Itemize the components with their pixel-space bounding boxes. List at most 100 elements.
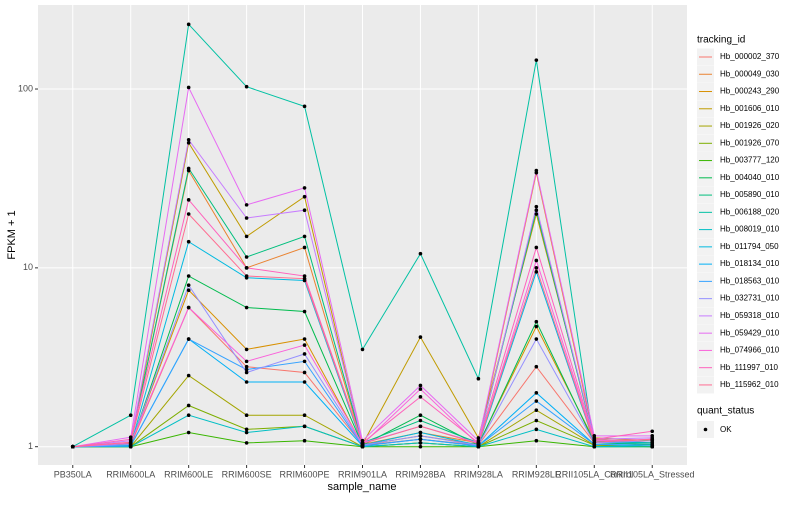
data-point xyxy=(418,251,423,256)
data-point xyxy=(534,212,539,216)
data-point xyxy=(534,418,539,423)
data-point xyxy=(186,288,191,292)
data-point xyxy=(302,352,307,356)
data-point xyxy=(186,337,191,341)
data-point xyxy=(244,266,249,270)
data-point xyxy=(244,347,249,352)
data-point xyxy=(302,438,307,443)
data-point xyxy=(244,216,249,220)
data-point xyxy=(244,255,249,259)
data-point xyxy=(650,434,655,438)
legend-point xyxy=(703,427,708,432)
data-point xyxy=(302,104,307,109)
x-tick-label: RRII105LA_Stressed xyxy=(610,469,695,479)
data-point xyxy=(128,437,133,442)
data-point xyxy=(128,440,133,444)
data-point xyxy=(418,444,423,449)
x-tick-label: PB350LA xyxy=(54,469,92,479)
data-point xyxy=(244,274,249,278)
legend-label: Hb_001926_070 xyxy=(720,138,780,147)
legend-label: Hb_006188_020 xyxy=(720,207,780,216)
legend-label: Hb_000002_370 xyxy=(720,52,780,61)
data-point xyxy=(244,367,249,372)
data-point xyxy=(186,239,191,244)
data-point xyxy=(302,413,307,418)
data-point xyxy=(418,387,423,391)
data-point xyxy=(418,424,423,429)
data-point xyxy=(592,434,597,438)
data-point xyxy=(534,204,539,209)
data-point xyxy=(302,380,307,384)
data-point xyxy=(534,391,539,395)
x-tick-label: RRIM600LE xyxy=(164,469,213,479)
data-point xyxy=(244,84,249,89)
data-point xyxy=(302,208,307,213)
data-point xyxy=(186,138,191,142)
data-point xyxy=(244,234,249,239)
data-point xyxy=(244,427,249,432)
data-point xyxy=(418,395,423,399)
data-point xyxy=(650,429,655,434)
data-point xyxy=(534,438,539,443)
data-point xyxy=(534,245,539,250)
legend-title: tracking_id xyxy=(697,35,745,46)
y-tick-label: 1 xyxy=(28,441,33,451)
data-point xyxy=(186,283,191,287)
legend-label: Hb_000243_290 xyxy=(720,87,780,96)
data-point xyxy=(302,370,307,375)
data-point xyxy=(476,376,481,381)
data-point xyxy=(302,245,307,250)
data-point xyxy=(186,403,191,408)
data-point xyxy=(244,305,249,310)
y-tick-label: 10 xyxy=(23,262,33,272)
data-point xyxy=(244,203,249,207)
data-point xyxy=(244,430,249,435)
data-point xyxy=(244,364,249,369)
x-tick-label: RRIM600LA xyxy=(106,469,155,479)
data-point xyxy=(418,383,423,388)
legend-label: Hb_059429_010 xyxy=(720,328,780,337)
legend-label: Hb_008019_010 xyxy=(720,225,780,234)
legend-label: Hb_003777_120 xyxy=(720,156,780,165)
data-point xyxy=(534,364,539,369)
data-point xyxy=(418,441,423,445)
data-point xyxy=(534,319,539,324)
legend-label: Hb_004040_010 xyxy=(720,173,780,182)
data-point xyxy=(128,413,133,418)
legend-label: Hb_074966_010 xyxy=(720,346,780,355)
data-point xyxy=(534,58,539,62)
data-point xyxy=(592,440,597,444)
legend-label: Hb_001926_020 xyxy=(720,121,780,130)
legend-label: Hb_001606_010 xyxy=(720,104,780,113)
data-point xyxy=(534,208,539,213)
legend-label: Hb_018134_010 xyxy=(720,259,780,268)
legend-label: Hb_115962_010 xyxy=(720,380,779,389)
data-point xyxy=(534,399,539,403)
data-point xyxy=(360,441,365,446)
data-point xyxy=(534,168,539,173)
data-point xyxy=(186,141,191,145)
data-point xyxy=(534,266,539,270)
x-tick-label: RRIM901LA xyxy=(338,469,387,479)
legend-label: Hb_018563_010 xyxy=(720,276,780,285)
data-point xyxy=(360,347,365,352)
legend-label: Hb_005890_010 xyxy=(720,190,780,199)
data-point xyxy=(418,413,423,418)
data-point xyxy=(186,22,191,27)
data-point xyxy=(186,212,191,216)
data-point xyxy=(534,324,539,329)
legend2-title: quant_status xyxy=(697,406,754,417)
data-point xyxy=(418,418,423,423)
legend-label: Hb_032731_010 xyxy=(720,294,780,303)
x-tick-label: RRIM600PE xyxy=(280,469,330,479)
data-point xyxy=(476,441,481,446)
data-point xyxy=(186,274,191,278)
data-point xyxy=(302,276,307,281)
legend-label: Hb_000049_030 xyxy=(720,69,780,78)
data-point xyxy=(186,198,191,202)
data-point xyxy=(302,309,307,314)
data-point xyxy=(302,274,307,278)
data-point xyxy=(534,337,539,341)
y-axis-label: FPKM + 1 xyxy=(6,210,18,259)
